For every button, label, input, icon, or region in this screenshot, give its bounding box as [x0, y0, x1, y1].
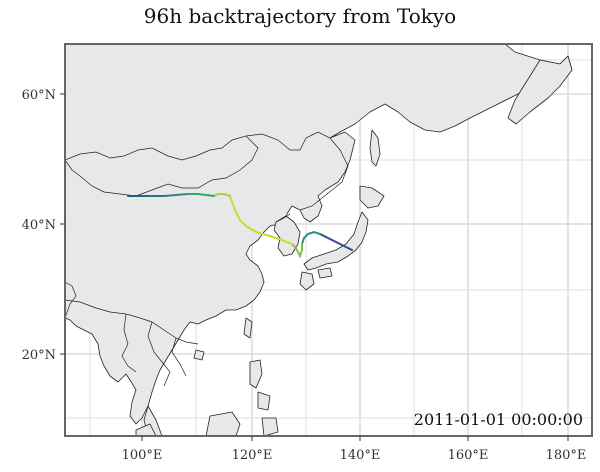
kamchatka — [507, 55, 573, 125]
hokkaido — [359, 185, 385, 209]
india-border — [65, 281, 77, 319]
y-tick-label-60N: 60°N — [22, 88, 56, 103]
china-south-border — [65, 299, 199, 345]
luzon — [249, 359, 263, 389]
borneo — [205, 411, 241, 436]
sakhalin — [369, 129, 381, 167]
china-russia-border — [245, 131, 349, 211]
x-tick-label-120E: 120°E — [232, 448, 273, 463]
korea-border — [275, 213, 291, 223]
landmass — [65, 44, 573, 436]
kyushu — [299, 271, 315, 291]
hainan — [193, 349, 205, 361]
asia-mainland — [65, 44, 573, 425]
sumatra — [135, 423, 157, 436]
map-frame — [64, 43, 593, 437]
indochina-borders — [121, 313, 187, 387]
trajectory-segment-start — [319, 233, 353, 251]
backtrajectory — [127, 193, 353, 259]
trajectory-segment-3 — [291, 243, 303, 259]
visayas — [257, 391, 271, 411]
country-borders — [65, 131, 349, 387]
x-tick-label-160E: 160°E — [448, 448, 489, 463]
y-tick-label-40N: 40°N — [22, 218, 56, 233]
mongolia-border — [65, 135, 259, 197]
trajectory-segment-2 — [301, 230, 321, 245]
trajectory-segment-6 — [187, 193, 215, 197]
x-tick-label-180E: 180°E — [546, 448, 587, 463]
axis-ticks — [60, 93, 569, 441]
trajectory-segment-5 — [213, 193, 231, 197]
mindanao — [261, 417, 279, 436]
trajectory-segment-4 — [229, 195, 293, 245]
honshu — [303, 211, 369, 271]
map-title: 96h backtrajectory from Tokyo — [143, 4, 457, 28]
taiwan — [243, 317, 253, 339]
shikoku — [317, 267, 333, 279]
timestamp-label: 2011-01-01 00:00:00 — [414, 410, 583, 429]
x-tick-label-100E: 100°E — [122, 448, 163, 463]
trajectory-segment-end — [127, 193, 189, 197]
y-tick-label-20N: 20°N — [22, 348, 56, 363]
x-tick-label-140E: 140°E — [340, 448, 381, 463]
